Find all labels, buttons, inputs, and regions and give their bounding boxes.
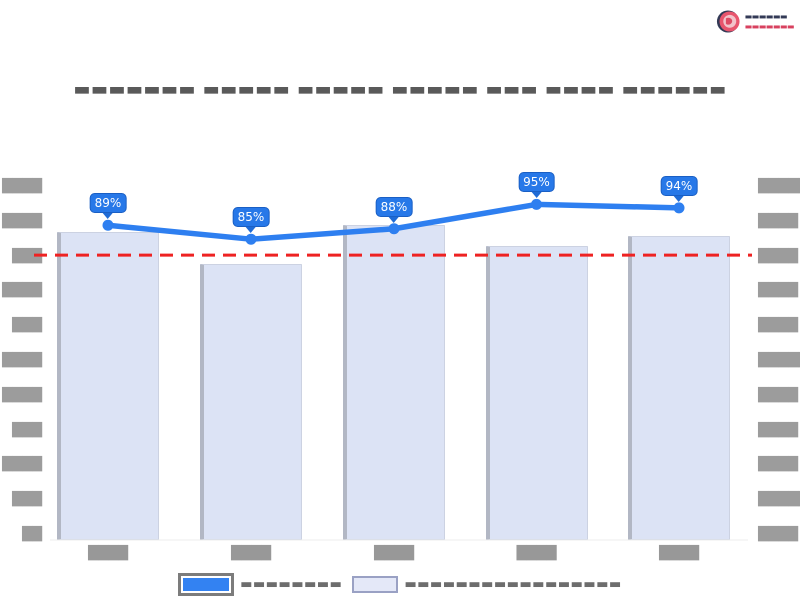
legend: ▬▬▬▬▬▬▬▬ ▬▬▬▬▬▬▬▬▬▬▬▬▬▬▬▬▬ <box>0 569 800 599</box>
y-axis-label-left: ███ <box>12 248 42 264</box>
legend-item-line: ▬▬▬▬▬▬▬▬ <box>178 572 343 596</box>
data-point-label: 94% <box>660 175 698 202</box>
y-axis-label-right: ████ <box>758 213 798 229</box>
bar <box>57 232 159 540</box>
bar <box>628 235 730 540</box>
bar <box>485 246 588 540</box>
x-axis-label: ████ <box>659 546 699 561</box>
x-axis-label: ████ <box>516 546 557 561</box>
y-axis-label-left: ████ <box>2 353 42 368</box>
data-point-label: 95% <box>518 172 555 199</box>
x-axis-label: ████ <box>88 546 128 561</box>
y-axis-label-right: █████ <box>758 492 800 508</box>
legend-label-line: ▬▬▬▬▬▬▬▬ <box>240 576 343 592</box>
y-axis-label-right: ████ <box>758 318 798 334</box>
data-point-label: 85% <box>232 207 270 234</box>
y-axis-label-right: ████ <box>758 527 798 542</box>
y-axis-label-right: █████ <box>758 179 800 194</box>
data-point-label: 88% <box>375 196 413 223</box>
logo-text-line1: ▬▬▬▬▬▬ <box>744 11 788 21</box>
y-axis-label-right: ████ <box>758 248 798 264</box>
y-axis-label-right: ████ <box>758 457 798 473</box>
y-axis-label-right: █████ <box>758 353 800 368</box>
y-axis-label-left: ████ <box>2 283 42 299</box>
y-axis-label-right: ████ <box>758 387 798 403</box>
data-point-marker <box>388 223 400 235</box>
logo-text: ▬▬▬▬▬▬ ▬▬▬▬▬▬▬ <box>744 11 795 32</box>
y-axis-label-right: ████ <box>758 283 798 299</box>
y-axis-label-left: ███ <box>12 492 42 508</box>
y-axis-label-left: ███ <box>12 318 42 334</box>
y-axis-label-left: ████ <box>2 179 42 194</box>
data-point-marker <box>245 233 257 245</box>
data-point-marker <box>673 202 685 214</box>
y-axis-label-left: ████ <box>2 387 42 403</box>
data-point-marker <box>531 198 542 210</box>
chart-title: ▬▬▬▬▬▬▬ ▬▬▬▬▬ ▬▬▬▬▬ ▬▬▬▬▬ ▬▬▬ ▬▬▬▬ ▬▬▬▬▬… <box>73 79 727 100</box>
data-point-label: 89% <box>89 193 127 220</box>
x-axis-label: ████ <box>231 546 271 561</box>
y-axis-label-left: ██ <box>22 527 42 542</box>
y-axis-label-left: ████ <box>2 213 42 229</box>
legend-swatch-lavender-bar <box>352 575 399 593</box>
y-axis-label-right: ████ <box>758 422 798 438</box>
globe-icon <box>716 10 740 33</box>
y-axis-label-left: ███ <box>12 422 42 438</box>
logo: ▬▬▬▬▬▬ ▬▬▬▬▬▬▬ <box>716 9 795 34</box>
legend-label-bar: ▬▬▬▬▬▬▬▬▬▬▬▬▬▬▬▬▬ <box>404 576 622 592</box>
bar <box>343 225 445 540</box>
y-axis-label-left: ████ <box>2 457 42 473</box>
data-point-marker <box>102 219 114 231</box>
bar <box>200 263 302 540</box>
legend-swatch-blue-line <box>178 572 235 596</box>
legend-item-bar: ▬▬▬▬▬▬▬▬▬▬▬▬▬▬▬▬▬ <box>352 575 622 593</box>
logo-text-line2: ▬▬▬▬▬▬▬ <box>744 21 795 31</box>
x-axis-label: ████ <box>374 546 414 561</box>
